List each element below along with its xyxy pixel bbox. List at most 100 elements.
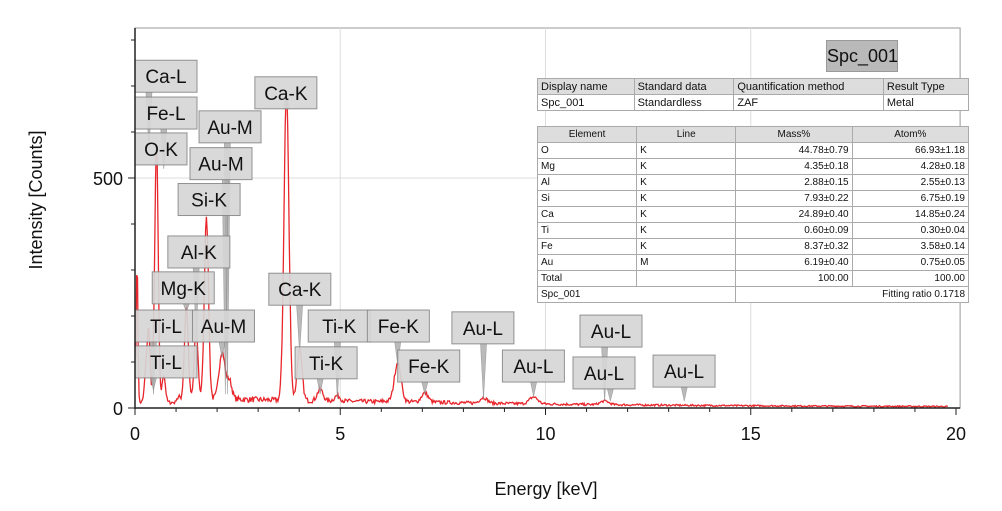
peak-label-ca-k: Ca-K — [254, 76, 318, 110]
info-header-row: Display name Standard data Quantificatio… — [537, 78, 970, 95]
cell-line — [636, 270, 737, 287]
label-pointer — [480, 343, 487, 399]
header-mass: Mass% — [735, 126, 853, 143]
cell-atom: 66.93±1.18 — [851, 142, 970, 159]
cell-atom: 3.58±0.14 — [851, 238, 970, 255]
label-box — [501, 349, 565, 383]
cell-line: K — [636, 174, 737, 191]
label-box — [268, 272, 332, 306]
peak-label-ti-k: Ti-K — [294, 346, 358, 395]
label-text: Au-L — [664, 362, 704, 383]
label-text: Fe-K — [408, 357, 450, 378]
label-pointer — [530, 381, 537, 397]
cell-atom: 14.85±0.24 — [851, 206, 970, 223]
cell-mass: 2.88±0.15 — [735, 174, 853, 191]
label-text: Au-L — [463, 319, 503, 340]
label-box — [151, 271, 215, 305]
label-pointer — [296, 304, 303, 353]
peak-label-ca-k: Ca-K — [268, 272, 332, 353]
fitting-ratio: Fitting ratio 0.1718 — [735, 286, 969, 303]
label-box — [134, 96, 198, 130]
result-row: Au M 6.19±0.40 0.75±0.05 — [536, 254, 970, 271]
peak-label-au-l: Au-L — [572, 356, 636, 402]
cell-element: Si — [536, 190, 638, 207]
label-text: Au-L — [591, 322, 631, 343]
cell-mass: 6.19±0.40 — [735, 254, 853, 271]
cell-element: Ca — [536, 206, 638, 223]
cell-atom: 0.30±0.04 — [851, 222, 970, 239]
cell-atom: 0.75±0.05 — [851, 254, 970, 271]
label-box — [134, 132, 188, 166]
x-tick-label: 5 — [335, 424, 345, 444]
result-row: Al K 2.88±0.15 2.55±0.13 — [536, 174, 970, 191]
result-table: Element Line Mass% Atom% O K 44.78±0.79 66.… — [536, 126, 970, 303]
peak-label-au-m: Au-M — [189, 147, 253, 395]
cell-element: Ti — [536, 222, 638, 239]
peak-label-au-l: Au-L — [451, 311, 515, 399]
cell-line: K — [636, 190, 737, 207]
cell-line: K — [636, 238, 737, 255]
cell-mass: 24.89±0.40 — [735, 206, 853, 223]
cell-element: Au — [536, 254, 638, 271]
header-element: Element — [536, 126, 638, 143]
peak-label-au-m: Au-M — [191, 309, 255, 358]
y-axis-title: Intensity [Counts] — [26, 130, 46, 269]
label-text: Ti-L — [150, 353, 182, 374]
x-axis-title: Energy [keV] — [494, 479, 597, 499]
cell-line: M — [636, 254, 737, 271]
label-box — [307, 309, 371, 343]
cell-atom: 2.55±0.13 — [851, 174, 970, 191]
spectrum-line — [135, 92, 949, 409]
label-text: Mg-K — [161, 279, 207, 300]
cell-element: Al — [536, 174, 638, 191]
x-tick-label: 15 — [741, 424, 761, 444]
label-text: Au-M — [198, 155, 243, 176]
peak-label-au-l: Au-L — [579, 314, 643, 402]
cell-atom: 4.28±0.18 — [851, 158, 970, 175]
label-text: Ti-K — [322, 317, 356, 338]
peak-label-o-k: O-K — [134, 132, 188, 166]
result-type: Metal — [882, 94, 970, 111]
label-text: Au-L — [513, 357, 553, 378]
result-row: Ti K 0.60±0.09 0.30±0.04 — [536, 222, 970, 239]
label-text: Ti-K — [309, 354, 343, 375]
peak-label-ti-l: Ti-L — [134, 345, 198, 390]
result-row: Ca K 24.89±0.40 14.85±0.24 — [536, 206, 970, 223]
cell-atom: 6.75±0.19 — [851, 190, 970, 207]
label-text: Au-M — [207, 118, 252, 139]
label-pointer — [680, 386, 688, 402]
peak-label-au-l: Au-L — [652, 354, 716, 402]
label-text: Ca-K — [278, 280, 322, 301]
result-row: Fe K 8.37±0.32 3.58±0.14 — [536, 238, 970, 255]
header-result-type: Result Type — [882, 78, 970, 95]
label-box — [294, 346, 358, 380]
x-tick-label: 10 — [535, 424, 555, 444]
cell-mass: 44.78±0.79 — [735, 142, 853, 159]
cell-mass: 7.93±0.22 — [735, 190, 853, 207]
cell-mass: 8.37±0.32 — [735, 238, 853, 255]
label-box — [451, 311, 515, 345]
result-footer-row: Spc_001 Fitting ratio 0.1718 — [536, 286, 969, 303]
label-box — [579, 314, 643, 348]
cell-line: K — [636, 222, 737, 239]
spectrum-name-badge: Spc_001 — [826, 40, 898, 72]
y-tick-label: 0 — [113, 399, 123, 419]
cell-mass: 100.00 — [735, 270, 853, 287]
label-text: Al-K — [181, 243, 217, 264]
peak-label-au-l: Au-L — [501, 349, 565, 397]
standard-data: Standardless — [633, 94, 735, 111]
label-box — [134, 309, 198, 343]
label-text: Au-L — [584, 364, 624, 385]
x-tick-label: 20 — [946, 424, 966, 444]
header-quant-method: Quantification method — [733, 78, 884, 95]
info-row: Spc_001 Standardless ZAF Metal — [537, 94, 970, 111]
cell-element: O — [536, 142, 638, 159]
label-box — [254, 76, 318, 110]
x-tick-label: 0 — [130, 424, 140, 444]
header-line: Line — [636, 126, 737, 143]
peak-label-fe-k: Fe-K — [366, 309, 430, 365]
cell-line: K — [636, 142, 737, 159]
cell-element: Mg — [536, 158, 638, 175]
